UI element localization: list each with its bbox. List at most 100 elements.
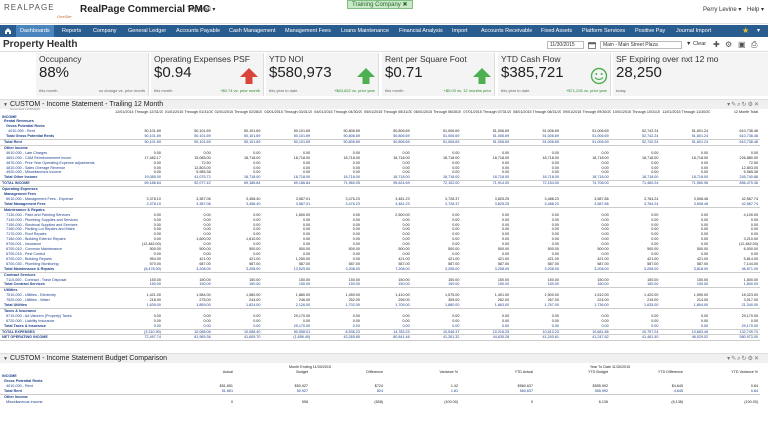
row-label[interactable]: 6700-010 - Common Maintenance [2,247,63,252]
print-icon[interactable]: ⎙ [751,40,758,49]
nav-management-fees[interactable]: Management Fees [285,28,331,34]
table-row[interactable]: Total Management Fees 3,378.10 3,387.06 3,4… [0,201,760,208]
row-label[interactable]: Miscellaneous Income [2,399,43,404]
row-label[interactable]: Total Contract Services [0,282,114,289]
table-row[interactable]: 7520-000 - Utilities - Water 218.00 275.00… [0,298,760,303]
row-label[interactable]: 6720-000 - Liability Insurance [2,318,55,323]
nav-journal-import[interactable]: Journal Import [676,28,712,34]
table-row[interactable]: 6700-030 - Plumbing Monitoring 570.00 687.… [0,262,760,267]
table-row[interactable]: Operating Expenses [0,187,760,192]
add-icon[interactable]: ✚ [713,40,720,49]
row-label[interactable]: Total Gross Potential Rents [0,134,114,141]
nav-platform-services[interactable]: Platform Services [582,28,626,34]
edit-icon[interactable]: ✎ [731,356,738,362]
nav-loans-maintenance[interactable]: Loans Maintenance [341,28,390,34]
nav-import[interactable]: Import [452,28,468,34]
collapse-toggle-icon[interactable]: ▼ [3,102,8,108]
kpi-card-sf-expiring[interactable]: SF Expiring over nxt 12 mo 28,250 today [613,53,768,96]
table-row[interactable]: 6010-000 - Management Fees - Expense 3,37… [0,197,760,202]
row-label[interactable]: Contract Services [2,272,36,277]
help-menu[interactable]: Help ▾ [747,7,765,13]
row-label[interactable]: Total Rent [0,388,160,395]
table-row[interactable]: 7160-000 - Parking Lot Repairs and Maint… [0,227,760,232]
nav-cash-management[interactable]: Cash Management [229,28,276,34]
table-row[interactable]: 6700-015 - Pest Control 0.00 0.00 0.00 0.00 0… [0,252,760,257]
nav-dashboards[interactable]: Dashboards [16,25,54,37]
table-row[interactable]: 6700-020 - Building Repairs 954.00 421.00 4… [0,257,760,262]
table-row[interactable]: 4920-000 - Miscellaneous Income 0.00 5,985… [0,170,760,175]
table-row[interactable]: 7140-000 - Plumbing Supplies and Service… [0,218,760,223]
row-label[interactable]: INCOME [2,374,17,378]
row-label[interactable]: Management Fees [2,192,37,197]
search-icon[interactable]: ⌕ [737,102,742,108]
calendar-icon[interactable] [588,41,596,49]
table-row[interactable]: Gross Potential Rents [0,124,760,129]
row-label[interactable]: Total Maintenance & Repairs [0,266,114,273]
row-label[interactable]: Total Utilities [0,303,114,309]
table-row[interactable]: Total Contract Services 150.00 150.00 150.0… [0,282,760,289]
kpi-card-ytd-noi[interactable]: YTD NOI $580,973 this year to date +$63,… [266,53,379,96]
favorite-star-icon[interactable]: ★ [742,26,750,35]
table-row[interactable]: 7130-000 - Paint and Painting Services 0.… [0,213,760,218]
export-icon[interactable]: ▣ [738,40,746,49]
kpi-card-operating-expenses[interactable]: Operating Expenses PSF $0.94 this month … [151,53,264,96]
table-row[interactable]: 4651-000 - CAM Reimbursement Incom 17,482… [0,156,760,161]
search-icon[interactable]: ⌕ [737,356,742,362]
row-label[interactable]: 7150-000 - Electrical Supplies and Servi… [2,222,78,227]
row-label[interactable]: Total Taxes & Insurance [0,323,114,330]
table-row[interactable]: 4670-000 - Prior Year Operating Expense … [0,161,760,166]
table-row[interactable]: 7110-000 - Contract - Trash Disposal 150.… [0,278,760,283]
row-label[interactable]: Utilities [2,288,18,293]
table-row[interactable]: TOTAL EXPENSES (3,310.90) 10,088.06 10,088.… [0,329,760,336]
row-label[interactable]: 4651-000 - CAM Reimbursement Incom [2,155,72,160]
realpage-logo[interactable]: REALPAGE [4,3,55,12]
row-label[interactable]: 7520-000 - Utilities - Water [2,298,50,303]
row-label[interactable]: Gross Potential Rents [2,378,43,383]
kpi-card-ytd-cash-flow[interactable]: YTD Cash Flow $385,721 this year to date… [498,53,611,96]
filter-icon[interactable]: ▾ [727,356,732,362]
nav-financial-analysis[interactable]: Financial Analysis [399,28,443,34]
table-row[interactable]: 7150-000 - Electrical Supplies and Servi… [0,223,760,228]
nav-general-ledger[interactable]: General Ledger [128,28,167,34]
row-label[interactable]: 4810-000 - Sales Overage Revenue [2,165,66,170]
table-row[interactable]: Other Income [0,145,760,150]
table-row[interactable]: 4810-000 - Sales Overage Revenue 0.00 12,8… [0,166,760,171]
table-row[interactable]: TOTAL INCOME 69,186.84 92,077.42 69,186.84 6… [0,180,760,188]
row-label[interactable]: INCOME [2,114,17,119]
row-label[interactable]: 6010-000 - Management Fees - Expense [2,197,74,201]
table-row[interactable]: Total Other Income 19,085.00 41,075.73 18,7… [0,175,760,182]
table-row[interactable]: Utilities [0,288,760,293]
settings-gear-icon[interactable]: ⚙ [725,40,733,49]
settings-gear-icon[interactable]: ⚙ [747,102,754,108]
row-label[interactable]: Taxes & Insurance [2,308,37,313]
table-row[interactable]: 7510-000 - Utilities - Electricity 1,421.… [0,293,760,298]
row-label[interactable]: TOTAL EXPENSES [0,329,114,336]
table-row[interactable]: 6700-001 - Insurance (12,482.00) 0.00 0.00 0… [0,242,760,247]
row-label[interactable]: Other Income [2,394,28,399]
table-row[interactable]: Management Fees [0,192,760,197]
table-row[interactable]: Other Income [0,394,760,399]
refresh-icon[interactable]: ↻ [741,102,748,108]
table-row[interactable]: Maintenance & Repairs [0,207,760,212]
row-label[interactable]: 7130-000 - Paint and Painting Services [2,212,71,217]
row-label[interactable]: 7110-000 - Contract - Trash Disposal [2,277,67,282]
refresh-icon[interactable]: ↻ [741,356,748,362]
nav-reports[interactable]: Reports [62,28,82,34]
top-level-dropdown[interactable]: Top level ▾ [187,7,216,13]
nav-company[interactable]: Company [93,28,117,34]
close-icon[interactable]: ✕ [753,356,760,362]
row-label[interactable]: 7140-000 - Plumbing Supplies and Service… [2,217,78,222]
collapse-toggle-icon[interactable]: ▼ [3,356,8,362]
row-label[interactable]: 6700-030 - Plumbing Monitoring [2,261,59,266]
row-label[interactable]: 4610-000 - Late Charges [2,150,48,155]
table-row[interactable]: 4010-000 - Rent 50,101.69 50,101.69 50,101.… [0,129,760,134]
table-row[interactable]: 4610-000 - Late Charges 0.00 0.00 0.00 0.00 0… [0,151,760,156]
nav-accounts-receivable[interactable]: Accounts Receivable [481,28,533,34]
table-row[interactable]: INCOME [0,374,760,379]
row-label[interactable]: Other Income [2,145,28,150]
row-label[interactable]: Total Rent [0,139,114,146]
property-select[interactable]: Main - Main Street Plaza [600,41,682,49]
row-label[interactable]: 4920-000 - Miscellaneous Income [2,170,62,175]
table-row[interactable]: Contract Services [0,272,760,277]
kpi-card-rent-psf[interactable]: Rent per Square Foot $0.71 this month +$… [382,53,495,96]
